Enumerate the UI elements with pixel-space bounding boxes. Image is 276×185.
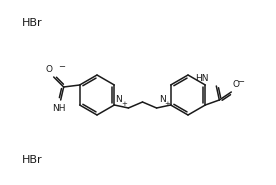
Text: −: − [237, 77, 244, 86]
Text: HBr: HBr [22, 155, 43, 165]
Text: HBr: HBr [22, 18, 43, 28]
Text: O: O [46, 65, 53, 74]
Text: +: + [164, 101, 170, 107]
Text: N: N [159, 95, 165, 104]
Text: HN: HN [195, 74, 208, 83]
Text: O: O [232, 80, 239, 89]
Text: N: N [115, 95, 122, 104]
Text: −: − [58, 62, 65, 71]
Text: NH: NH [52, 104, 65, 113]
Text: +: + [121, 101, 127, 107]
